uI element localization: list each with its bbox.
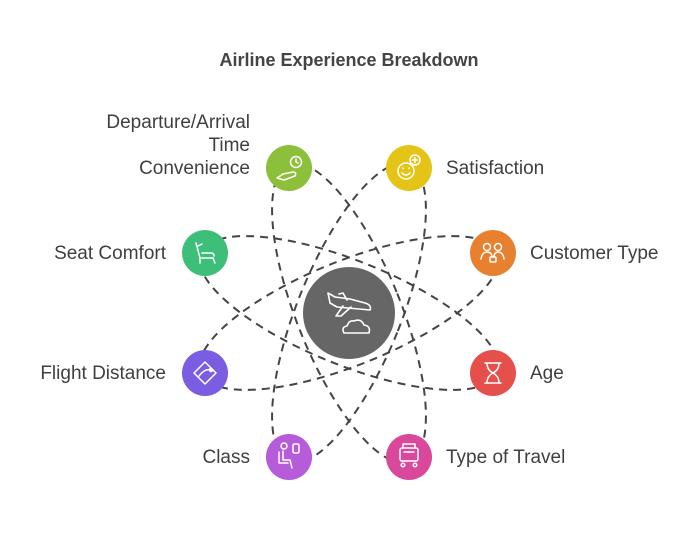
node-circle-departure <box>266 145 312 191</box>
label-customer-type: Customer Type <box>530 243 659 264</box>
center-circle <box>303 267 395 359</box>
node-circle-flight-distance <box>182 350 228 396</box>
node-type-of-travel <box>386 434 432 480</box>
route-map-icon <box>193 361 217 385</box>
label-age: Age <box>530 363 564 384</box>
people-group-icon <box>480 242 505 263</box>
diagram-title: Airline Experience Breakdown <box>219 50 479 70</box>
label-departure: Departure/Arrival Time Convenience <box>106 112 250 179</box>
hourglass-icon <box>484 362 502 384</box>
node-circle-type-of-travel <box>386 434 432 480</box>
node-circle-class <box>266 434 312 480</box>
node-class <box>266 434 312 480</box>
airplane-clock-icon <box>276 155 303 181</box>
label-seat-comfort: Seat Comfort <box>54 243 166 264</box>
label-class: Class <box>202 447 250 468</box>
label-flight-distance: Flight Distance <box>40 363 166 384</box>
node-flight-distance <box>182 350 228 396</box>
node-satisfaction <box>386 145 432 191</box>
smiley-plus-icon <box>397 154 421 180</box>
node-seat-comfort <box>182 230 228 276</box>
node-customer-type <box>470 230 516 276</box>
label-satisfaction: Satisfaction <box>446 158 545 179</box>
node-departure <box>266 145 312 191</box>
airplane-takeoff-cloud-icon <box>327 292 372 334</box>
reclining-seat-icon <box>195 242 216 264</box>
seated-passenger-icon <box>278 442 300 469</box>
center-node <box>303 267 395 359</box>
label-type-of-travel: Type of Travel <box>446 447 566 468</box>
node-age <box>470 350 516 396</box>
luggage-cart-icon <box>399 443 419 468</box>
node-circle-customer-type <box>470 230 516 276</box>
